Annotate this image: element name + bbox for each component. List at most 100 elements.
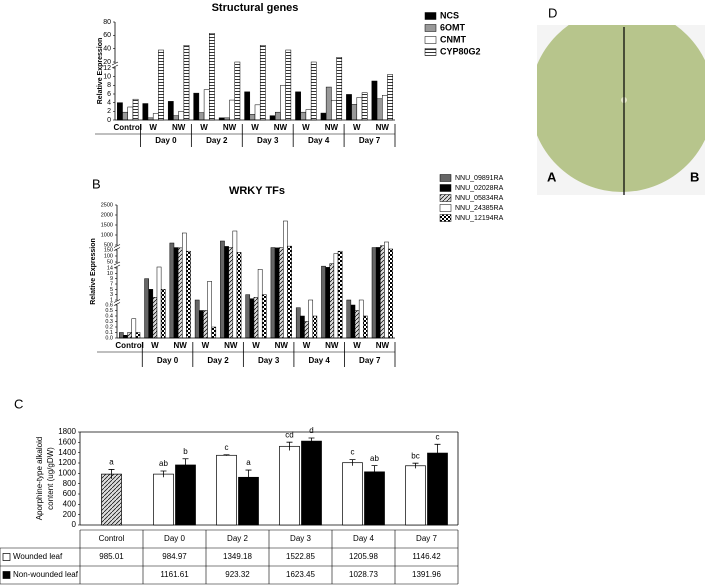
bar [257, 269, 263, 339]
error-bar [412, 462, 419, 469]
x-tick-label: W [202, 341, 210, 350]
bar [376, 98, 383, 121]
bar [123, 335, 128, 339]
photo-label: B [690, 169, 699, 184]
axis-break [114, 245, 120, 250]
y-tick-label: 8 [107, 82, 111, 89]
bar [229, 99, 236, 121]
bar [380, 245, 385, 339]
bar [193, 92, 200, 121]
y-tick-label: 5 [110, 287, 113, 293]
bar [351, 104, 358, 121]
x-tick-label: Day 3 [290, 534, 311, 543]
y-tick-label: 12 [103, 65, 111, 72]
bar [132, 98, 139, 121]
error-bar [182, 458, 189, 472]
bar [135, 332, 141, 339]
bar [300, 111, 307, 121]
y-tick-label: 1600 [58, 437, 76, 446]
bar [220, 240, 225, 339]
table-value: 1349.18 [223, 552, 252, 561]
bar [228, 247, 234, 339]
bar [144, 278, 149, 339]
x-tick-label: W [353, 341, 361, 350]
significance-label: ab [159, 459, 168, 468]
axis-break-mark [113, 299, 121, 303]
x-tick-label: W [252, 341, 260, 350]
x-tick-label: NW [376, 341, 390, 350]
bar [156, 266, 162, 339]
y-tick-label: 600 [63, 489, 77, 498]
x-tick-label: W [353, 123, 361, 132]
bar [356, 97, 363, 121]
bar [371, 80, 378, 121]
bar [280, 85, 286, 121]
error-bar [245, 469, 252, 485]
bar [183, 45, 190, 121]
bar [254, 104, 261, 121]
bar [236, 252, 242, 339]
bar [427, 452, 448, 526]
bar [287, 245, 292, 339]
group-label: Day 4 [308, 136, 330, 145]
leaf [537, 25, 705, 192]
legend-label: Non-wounded leaf [13, 570, 79, 579]
y-tick-label: 800 [63, 479, 77, 488]
bar [207, 281, 212, 339]
bar [249, 114, 256, 121]
axis-break-mark [113, 302, 121, 306]
x-tick-label: NW [174, 341, 188, 350]
group-label: Day 7 [359, 356, 381, 365]
y-axis-label: content (ug/gDW) [46, 447, 55, 510]
legend-label: NNU_02028RA [455, 185, 504, 192]
error-bar [308, 437, 315, 445]
table-value: 984.97 [162, 552, 187, 561]
bar [384, 241, 389, 339]
bar [321, 265, 326, 339]
legend-label: 6OMT [440, 22, 466, 32]
y-tick-label: 1000 [58, 468, 76, 477]
bar [119, 332, 124, 339]
axis-break-mark [113, 264, 121, 269]
y-tick-label: 0 [107, 117, 111, 124]
bar [259, 45, 266, 121]
group-label: Day 0 [155, 136, 177, 145]
bar [375, 247, 381, 339]
bar [142, 103, 149, 121]
x-tick-label: W [302, 123, 310, 132]
bar [127, 332, 132, 339]
x-tick-label: NW [224, 341, 238, 350]
bar [301, 440, 322, 526]
legend-swatch [439, 184, 452, 192]
x-tick-label: NW [172, 123, 186, 132]
bar [371, 247, 377, 339]
table-value: 1161.61 [160, 570, 189, 579]
x-tick-label: Day 4 [353, 534, 374, 543]
bar [270, 247, 276, 339]
y-tick-label: 10 [103, 74, 111, 81]
table-value: 1028.73 [349, 570, 378, 579]
axis-break-mark [111, 64, 119, 69]
y-tick-label: 1500 [101, 222, 113, 228]
bar [329, 263, 335, 339]
significance-label: bc [411, 451, 419, 460]
bar [234, 61, 241, 121]
table-value: 1522.85 [286, 552, 315, 561]
y-tick-label: 0.4 [105, 313, 113, 319]
axis-break-mark [113, 247, 121, 251]
x-tick-label: W [200, 123, 208, 132]
axis-break [114, 263, 120, 267]
bar [158, 49, 164, 121]
x-tick-label: W [251, 123, 259, 132]
group-label: Day 3 [258, 356, 280, 365]
bar [209, 33, 215, 121]
x-tick-label: NW [325, 123, 339, 132]
bar [405, 465, 426, 526]
error-bar [434, 443, 441, 462]
y-tick-label: 1200 [58, 458, 76, 467]
y-tick-label: 0.5 [105, 308, 113, 314]
bar [167, 101, 174, 121]
x-tick-label: W [149, 123, 157, 132]
y-tick-label: 2 [107, 108, 111, 115]
table-value: 1623.45 [286, 570, 315, 579]
